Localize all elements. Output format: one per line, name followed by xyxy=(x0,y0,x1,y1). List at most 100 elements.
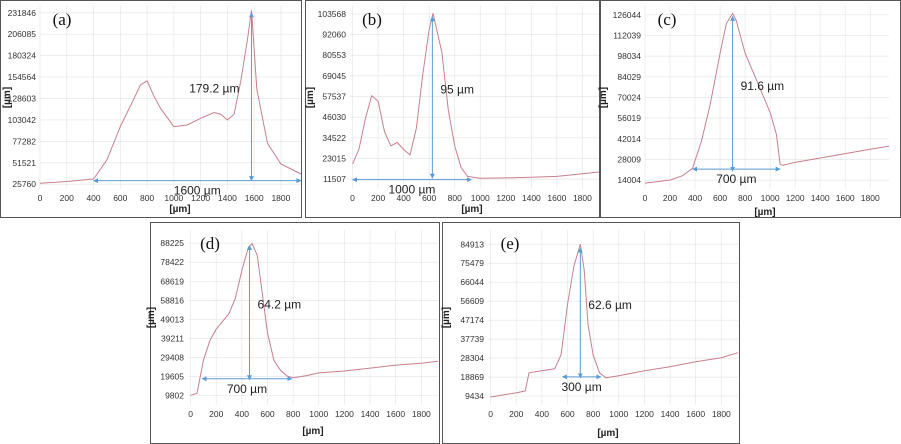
panel-e-y-tick-label: 47174 xyxy=(460,315,484,325)
panel-b-x-tick-label: 200 xyxy=(371,193,385,203)
panel-d-x-tick-label: 0 xyxy=(188,409,193,419)
panel-e-y-tick-label: 66044 xyxy=(460,277,484,287)
panel-a-y-tick-label: 154564 xyxy=(8,72,37,82)
panel-b-x-tick-label: 1400 xyxy=(522,193,541,203)
panel-b-y-tick-label: 80553 xyxy=(322,50,346,60)
panel-b-x-tick-label: 0 xyxy=(350,193,355,203)
panel-c-y-tick-label: 14004 xyxy=(617,175,641,185)
panel-c-x-tick-label: 800 xyxy=(738,193,752,203)
panel-e-x-tick-label: 1400 xyxy=(661,409,680,419)
panel-d-x-tick-label: 400 xyxy=(235,409,249,419)
panel-e-plot-area xyxy=(488,230,738,405)
panel-a-height-annotation: 179.2 µm xyxy=(189,82,239,96)
panel-c-y-tick-label: 42014 xyxy=(617,134,641,144)
panel-a-y-tick-label: 103042 xyxy=(8,115,37,125)
panel-c-x-tick-label: 400 xyxy=(688,193,702,203)
panel-c-y-axis-label: [µm] xyxy=(598,87,609,108)
panel-d-x-tick-label: 1400 xyxy=(361,409,380,419)
panel-a-plot-area xyxy=(40,6,301,189)
panel-d-width-annotation: 700 µm xyxy=(227,382,267,396)
panel-e-x-tick-label: 1600 xyxy=(686,409,705,419)
panel-c-profile-line xyxy=(644,12,890,184)
panel-b-y-tick-label: 46030 xyxy=(322,112,346,122)
panel-b-x-tick-label: 1000 xyxy=(471,193,490,203)
panel-a-y-axis-label: [µm] xyxy=(2,87,13,108)
panel-b-height-annotation: 95 µm xyxy=(440,83,474,97)
panel-b-x-tick-label: 800 xyxy=(448,193,462,203)
panel-c-width-annotation: 700 µm xyxy=(716,172,756,186)
panel-d-y-tick-label: 88225 xyxy=(160,238,184,248)
panel-a: 0 200 400 600 800 1000 1200 1400 1600 1800 25760 51… xyxy=(0,0,302,218)
panel-b-y-tick-label: 23015 xyxy=(322,153,346,163)
panel-a-x-tick-label: 200 xyxy=(60,193,74,203)
panel-d-y-tick-label: 68619 xyxy=(160,276,184,286)
panel-c-x-tick-label: 1400 xyxy=(811,193,830,203)
panel-b-x-tick-label: 1200 xyxy=(496,193,515,203)
panel-b-label: (b) xyxy=(362,10,382,29)
panel-e-x-axis-label: [µm] xyxy=(597,428,618,439)
panel-c-y-tick-label: 70024 xyxy=(617,92,641,102)
panel-d-y-tick-label: 58816 xyxy=(160,295,184,305)
panel-e: 0 200 400 600 800 1000 1200 1400 1600 1800 9434 188… xyxy=(441,222,740,444)
panel-a-x-tick-label: 600 xyxy=(113,193,127,203)
panel-b-y-tick-label: 103568 xyxy=(318,9,347,19)
panel-d-plot-area xyxy=(188,230,438,405)
panel-b-x-tick-label: 400 xyxy=(397,193,411,203)
panel-e-x-tick-label: 0 xyxy=(488,409,493,419)
panel-c-x-tick-label: 1200 xyxy=(786,193,805,203)
panel-a-x-axis-label: [µm] xyxy=(169,204,190,215)
panel-c-y-tick-label: 84029 xyxy=(617,72,641,82)
panel-d-height-annotation: 64.2 µm xyxy=(258,298,302,312)
panel-e-x-tick-label: 800 xyxy=(586,409,600,419)
panel-e-y-tick-label: 9434 xyxy=(465,391,484,401)
panel-b-width-annotation: 1000 µm xyxy=(388,183,435,197)
panel-e-x-tick-label: 400 xyxy=(535,409,549,419)
panel-b-y-axis-label: [µm] xyxy=(305,87,316,108)
panel-b-plot-area xyxy=(350,6,599,189)
panel-b-y-tick-label: 11507 xyxy=(323,174,346,184)
panel-a-width-annotation: 1600 µm xyxy=(174,184,221,198)
panel-d-x-tick-label: 1200 xyxy=(335,409,354,419)
panel-d-y-tick-label: 29408 xyxy=(160,353,184,363)
panel-a-x-tick-label: 1200 xyxy=(191,193,210,203)
panel-a-x-tick-label: 1000 xyxy=(164,193,183,203)
panel-a-x-tick-label: 1800 xyxy=(271,193,290,203)
panel-a-x-tick-label: 800 xyxy=(140,193,154,203)
panel-d-x-tick-label: 600 xyxy=(260,409,274,419)
panel-e-y-axis-label: [µm] xyxy=(441,307,452,328)
panel-c-y-tick-label: 98034 xyxy=(617,51,641,61)
panel-e-y-tick-label: 28304 xyxy=(460,353,484,363)
panel-e-label: (e) xyxy=(501,234,520,253)
panel-a-y-tick-label: 231846 xyxy=(8,8,37,18)
panel-d-y-tick-label: 49013 xyxy=(160,314,184,324)
panel-e-x-tick-label: 1200 xyxy=(635,409,654,419)
panel-a-x-tick-label: 1400 xyxy=(218,193,237,203)
panel-c: 0 200 400 600 800 1000 1200 1400 1600 1800 14004 28… xyxy=(598,0,901,218)
panel-d-x-tick-label: 200 xyxy=(209,409,223,419)
panel-c-x-tick-label: 1000 xyxy=(761,193,780,203)
panel-a-x-tick-label: 400 xyxy=(86,193,100,203)
panel-e-y-tick-label: 56609 xyxy=(460,296,484,306)
panel-a-y-tick-label: 180324 xyxy=(8,51,37,61)
panel-a-y-tick-label: 128603 xyxy=(8,94,37,104)
panel-e-x-tick-label: 1800 xyxy=(712,409,731,419)
panel-c-y-tick-label: 56019 xyxy=(617,113,641,123)
panel-e-y-tick-label: 84913 xyxy=(460,239,484,249)
panel-c-x-tick-label: 200 xyxy=(663,193,677,203)
panel-b-y-tick-label: 57537 xyxy=(322,92,346,102)
panel-b-profile-line xyxy=(352,13,600,179)
panel-b-x-axis-label: [µm] xyxy=(461,204,482,215)
panel-d-x-tick-label: 1800 xyxy=(412,409,431,419)
panel-b-x-tick-label: 600 xyxy=(422,193,436,203)
panel-a-y-tick-label: 77282 xyxy=(12,136,36,146)
panel-e-x-tick-label: 600 xyxy=(560,409,574,419)
panel-c-x-tick-label: 0 xyxy=(643,193,648,203)
panel-e-y-tick-label: 75479 xyxy=(460,258,484,268)
panel-c-height-annotation: 91.6 µm xyxy=(741,79,785,93)
panel-d-x-tick-label: 1600 xyxy=(386,409,405,419)
panel-d-y-tick-label: 39211 xyxy=(161,333,184,343)
panel-d-y-tick-label: 9802 xyxy=(165,391,184,401)
panel-a-y-tick-label: 25760 xyxy=(12,179,36,189)
panel-b-y-tick-label: 92060 xyxy=(322,30,346,40)
